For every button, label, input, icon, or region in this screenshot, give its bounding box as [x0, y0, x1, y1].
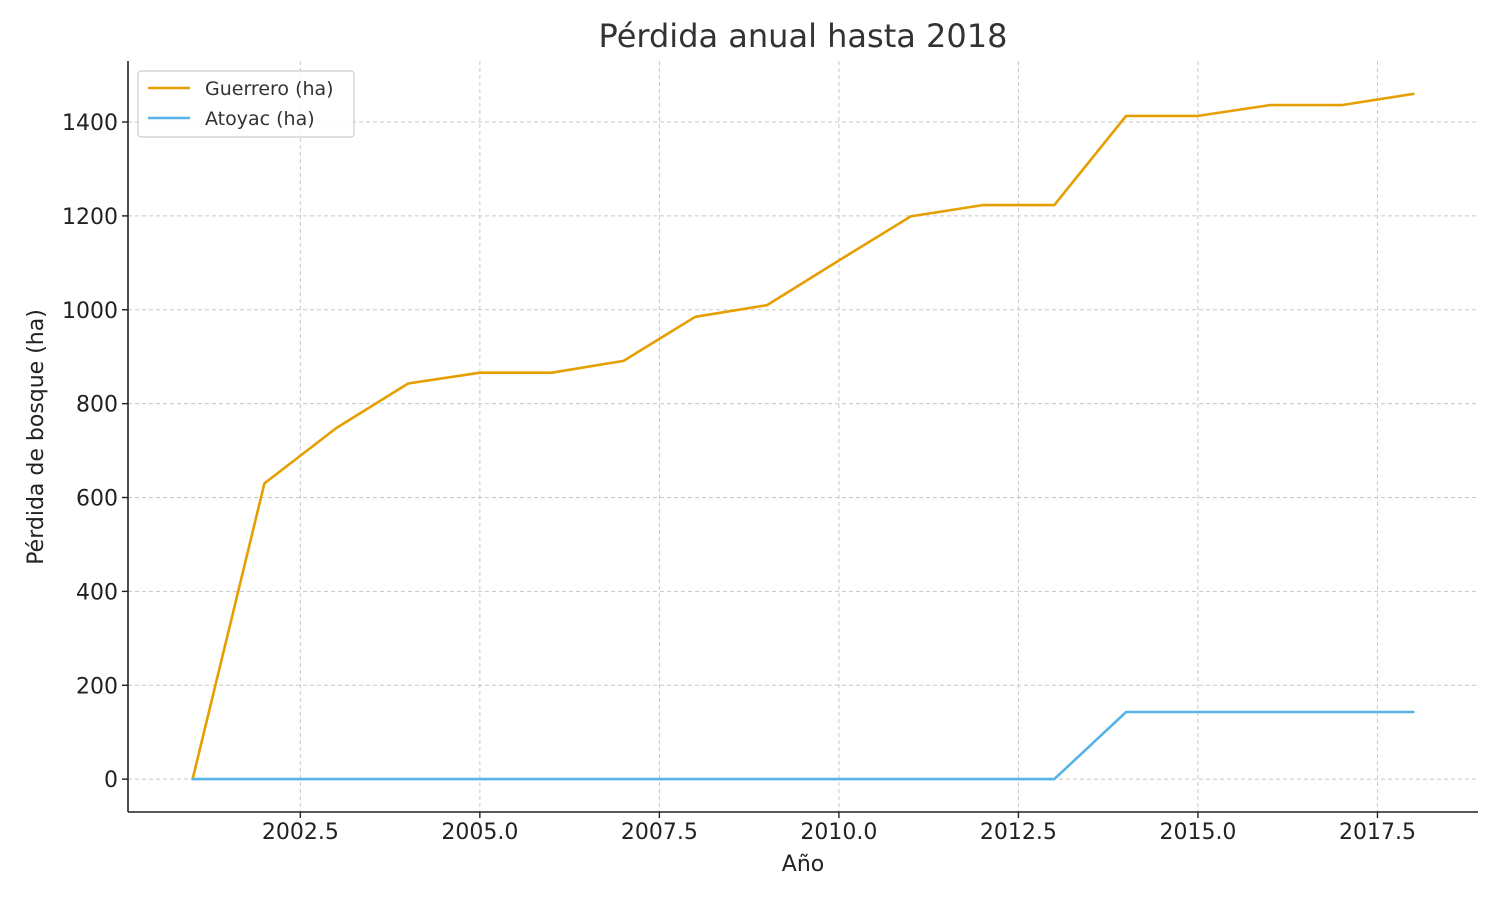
y-tick-label: 1000 — [62, 299, 118, 324]
x-tick-label: 2007.5 — [621, 820, 698, 845]
y-tick-label: 200 — [76, 674, 118, 699]
x-tick-label: 2015.0 — [1159, 820, 1236, 845]
y-axis-label: Pérdida de bosque (ha) — [24, 309, 49, 565]
series-line-atoyac — [191, 710, 1415, 781]
y-tick-label: 800 — [76, 393, 118, 418]
grid-lines — [128, 61, 1478, 812]
y-tick-label: 400 — [76, 580, 118, 605]
x-tick-label: 2010.0 — [800, 820, 877, 845]
x-tick-label: 2002.5 — [262, 820, 339, 845]
x-axis-label: Año — [782, 852, 824, 877]
x-ticks: 2002.5 2005.0 2007.5 2010.0 2012.5 2015.0 2017… — [262, 812, 1416, 845]
legend-label-guerrero: Guerrero (ha) — [205, 78, 334, 100]
y-tick-label: 600 — [76, 487, 118, 512]
y-tick-label: 1200 — [62, 205, 118, 230]
legend-label-atoyac: Atoyac (ha) — [205, 108, 315, 130]
x-tick-label: 2005.0 — [441, 820, 518, 845]
y-tick-label: 0 — [104, 768, 118, 793]
x-tick-label: 2012.5 — [980, 820, 1057, 845]
axes — [127, 61, 1478, 813]
legend: Guerrero (ha) Atoyac (ha) — [137, 70, 355, 138]
legend-box — [137, 70, 355, 138]
chart-title: Pérdida anual hasta 2018 — [599, 17, 1008, 55]
series-lines — [191, 92, 1415, 781]
x-tick-label: 2017.5 — [1339, 820, 1416, 845]
series-line-guerrero — [191, 92, 1415, 781]
y-ticks: 0 200 400 600 800 1000 1200 1400 — [62, 111, 128, 793]
y-tick-label: 1400 — [62, 111, 118, 136]
